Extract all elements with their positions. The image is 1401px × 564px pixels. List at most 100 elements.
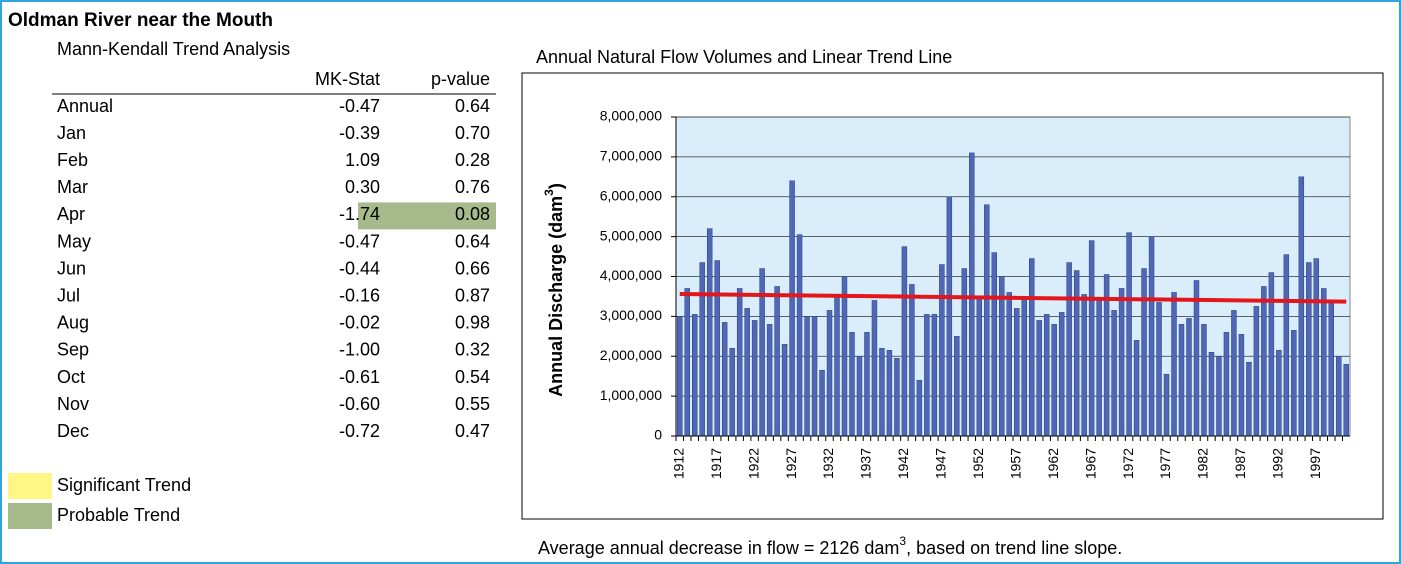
row-label: Mar (57, 177, 88, 197)
bar (774, 286, 780, 437)
x-tick-label: 1937 (858, 448, 874, 479)
footnote-sup: 3 (899, 534, 906, 548)
mk-stat: -0.44 (339, 258, 380, 278)
bar (1283, 254, 1290, 437)
p-value: 0.70 (455, 123, 490, 143)
x-tick-label: 1967 (1082, 448, 1098, 479)
bar (1313, 258, 1320, 437)
bar (684, 288, 690, 437)
bar (1291, 330, 1297, 437)
column-header: MK-Stat (315, 69, 380, 89)
bar (1306, 262, 1312, 437)
bar (1246, 361, 1252, 437)
y-axis-label-sup: 3 (542, 189, 556, 196)
bar (721, 322, 728, 437)
bar (856, 356, 863, 437)
bar (1178, 324, 1185, 437)
x-tick-label: 1987 (1232, 448, 1248, 479)
x-tick-label: 1942 (895, 448, 911, 479)
x-tick-label: 1982 (1195, 448, 1211, 479)
bar (1238, 334, 1245, 437)
bar (1118, 288, 1125, 437)
bar (984, 204, 990, 437)
mk-stat: -0.02 (339, 313, 380, 333)
bar (834, 296, 840, 437)
mk-stat: -0.72 (339, 421, 380, 441)
p-value: 0.08 (455, 204, 490, 224)
bar (1253, 306, 1260, 437)
x-tick-label: 1922 (745, 448, 761, 479)
x-tick-label: 1962 (1045, 448, 1061, 479)
bar (1298, 176, 1305, 437)
table-subtitle: Mann-Kendall Trend Analysis (57, 39, 290, 59)
bar (886, 350, 893, 437)
bar (939, 264, 945, 437)
bar (1043, 314, 1050, 437)
bar (804, 316, 810, 437)
footnote-text: Average annual decrease in flow = 2126 d… (538, 538, 899, 558)
x-tick-label: 1952 (970, 448, 986, 479)
x-tick-label: 1927 (783, 448, 799, 479)
y-tick-label: 5,000,000 (600, 227, 662, 243)
legend-swatch (8, 473, 52, 499)
bar (1328, 302, 1334, 437)
bar (1081, 294, 1087, 437)
bar (1029, 258, 1035, 437)
row-label: Aug (57, 313, 89, 333)
cell-highlight (358, 202, 496, 230)
y-tick-label: 6,000,000 (600, 187, 662, 203)
row-label: Oct (57, 367, 85, 387)
mk-stat: 0.30 (345, 177, 380, 197)
bar (826, 310, 833, 437)
bar (1156, 302, 1162, 437)
row-label: Feb (57, 150, 88, 170)
bar (976, 298, 983, 437)
bar (1186, 318, 1192, 437)
p-value: 0.54 (455, 367, 490, 387)
row-label: Jul (57, 285, 80, 305)
bar (871, 300, 878, 437)
bar (894, 357, 900, 437)
row-label: Annual (57, 96, 113, 116)
mk-stat: -0.47 (339, 231, 380, 251)
p-value: 0.64 (455, 231, 490, 251)
mk-stat: -0.16 (339, 285, 380, 305)
mk-stat: -0.47 (339, 96, 380, 116)
p-value: 0.76 (455, 177, 490, 197)
row-label: May (57, 231, 91, 251)
bar (1208, 352, 1215, 437)
bar (916, 379, 923, 437)
x-tick-label: 1947 (933, 448, 949, 479)
bar (766, 324, 773, 437)
bar (699, 262, 705, 437)
footnote: Average annual decrease in flow = 2126 d… (538, 534, 1122, 558)
p-value: 0.98 (455, 313, 490, 333)
mk-stat: -1.74 (339, 204, 380, 224)
mk-stat: -1.00 (339, 340, 380, 360)
bar (1006, 292, 1012, 437)
bar (1231, 310, 1237, 437)
bar (1343, 363, 1349, 437)
bar (991, 252, 997, 437)
bar (744, 308, 750, 437)
chart-title: Annual Natural Flow Volumes and Linear T… (536, 47, 952, 67)
bar (751, 320, 758, 437)
bar (736, 288, 743, 437)
bar (849, 332, 855, 437)
bar (706, 228, 713, 437)
bar (1336, 356, 1342, 437)
bar (954, 336, 960, 437)
bar (789, 180, 795, 437)
row-label: Dec (57, 421, 89, 441)
row-label: Jun (57, 258, 86, 278)
bar (999, 276, 1005, 437)
bar (1223, 332, 1230, 437)
bar (1066, 262, 1072, 437)
y-tick-label: 2,000,000 (600, 347, 662, 363)
x-tick-label: 1972 (1120, 448, 1136, 479)
bar (677, 316, 683, 437)
p-value: 0.47 (455, 421, 490, 441)
row-label: Sep (57, 340, 89, 360)
